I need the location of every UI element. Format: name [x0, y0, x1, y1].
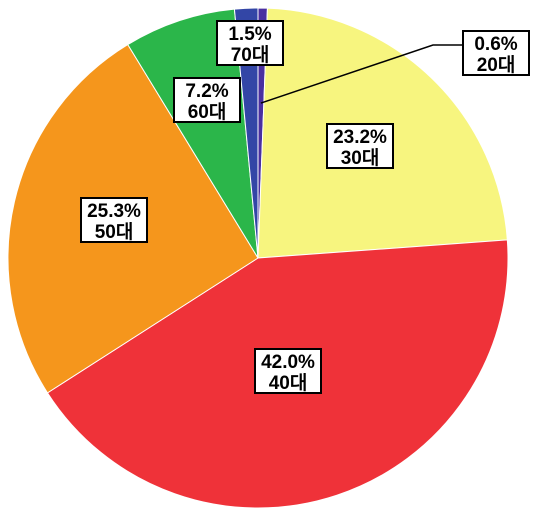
slice-category-label: 20대 — [477, 54, 516, 76]
slice-label-3: 42.0%40대 — [254, 348, 322, 394]
slices-layer — [7, 7, 509, 509]
slice-label-2: 23.2%30대 — [326, 123, 394, 169]
pie-slice-6 — [233, 7, 259, 259]
slice-label-5: 7.2%60대 — [173, 77, 241, 123]
label-box — [173, 77, 241, 123]
label-box — [216, 20, 284, 66]
label-box — [80, 197, 148, 243]
label-box — [462, 30, 530, 76]
slice-label-4: 25.3%50대 — [80, 197, 148, 243]
leader-lines-layer — [260, 44, 463, 104]
slice-label-1: 0.6%20대 — [462, 30, 530, 76]
leader-line-1 — [260, 44, 463, 104]
slice-category-label: 70대 — [231, 44, 270, 66]
labels-layer: 0.6%20대 23.2%30대 42.0%40대 25.3%50대 7.2%60대 1.… — [80, 20, 530, 394]
slice-category-label: 40대 — [269, 372, 308, 394]
slice-percent-label: 25.3% — [87, 201, 141, 222]
slice-percent-label: 42.0% — [261, 352, 315, 373]
label-box — [254, 348, 322, 394]
slice-label-6: 1.5%70대 — [216, 20, 284, 66]
slice-category-label: 30대 — [341, 147, 380, 169]
slice-percent-label: 7.2% — [185, 81, 228, 102]
pie-slice-5 — [127, 8, 259, 259]
slice-category-label: 60대 — [188, 101, 227, 123]
slice-category-label: 50대 — [95, 221, 134, 243]
slice-percent-label: 23.2% — [333, 127, 387, 148]
slice-percent-label: 0.6% — [474, 34, 517, 55]
slice-percent-label: 1.5% — [228, 24, 271, 45]
label-box — [326, 123, 394, 169]
